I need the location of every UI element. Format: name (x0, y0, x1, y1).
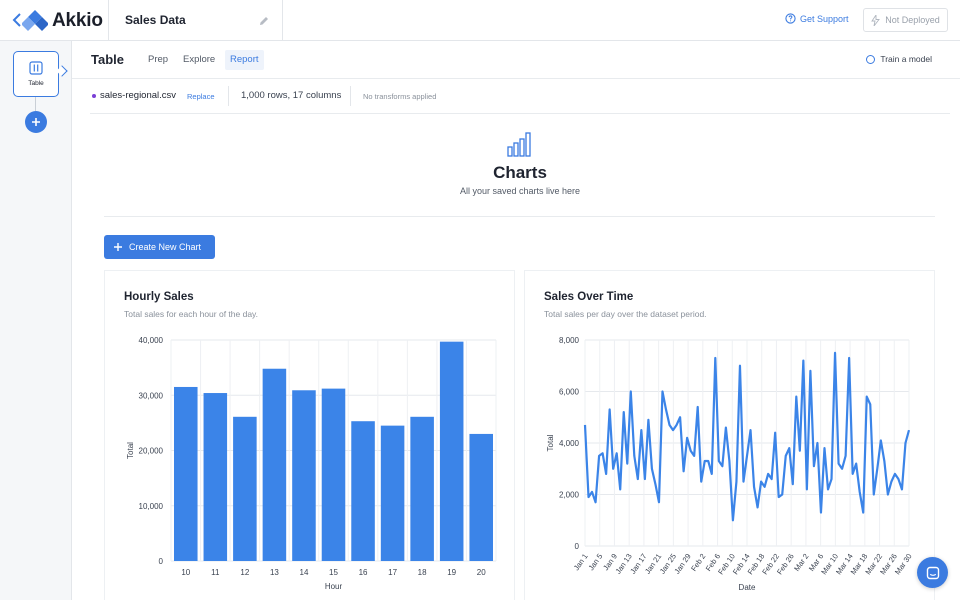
y-tick-label: 2,000 (559, 491, 580, 500)
divider (108, 0, 109, 41)
bar (410, 416, 434, 561)
y-axis-label: Total (546, 434, 555, 451)
back-chevron-icon[interactable] (12, 12, 22, 28)
top-bar: Akkio Sales Data Get Support Not Deploye… (0, 0, 960, 41)
bar (380, 425, 405, 561)
project-title[interactable]: Sales Data (125, 13, 186, 27)
x-tick-label: 18 (418, 568, 427, 577)
dataset-row-count: 1,000 rows, 17 columns (241, 90, 342, 101)
chart-subtitle: Total sales per day over the dataset per… (544, 309, 707, 319)
bar (351, 421, 375, 561)
plus-icon (32, 118, 40, 126)
charts-subheading: All your saved charts live here (459, 186, 581, 196)
y-tick-label: 30,000 (139, 391, 164, 400)
app-logo[interactable]: Akkio (22, 9, 103, 33)
chat-support-button[interactable] (917, 557, 948, 588)
hourly-sales-chart: 0 10,000 20,000 30,000 40,000 10 11 12 13 14 15 16 1… (126, 336, 497, 591)
hourly-sales-card[interactable]: Hourly Sales Total sales for each hour o… (104, 270, 515, 600)
y-tick-label: 40,000 (139, 336, 164, 345)
x-tick-label: 13 (270, 568, 279, 577)
x-tick-label: 11 (211, 568, 220, 577)
create-new-chart-button[interactable]: Create New Chart (104, 235, 215, 259)
train-model-label: Train a model (880, 54, 932, 64)
table-icon (29, 61, 43, 75)
dataset-info-bar: sales-regional.csv Replace 1,000 rows, 1… (90, 79, 950, 114)
divider (104, 216, 935, 217)
train-model-button[interactable]: Train a model (866, 54, 932, 64)
create-new-chart-label: Create New Chart (129, 242, 202, 252)
x-axis-label: Date (739, 583, 756, 592)
chart-subtitle: Total sales for each hour of the day. (124, 309, 259, 319)
bar (233, 416, 257, 561)
x-tick-label: 20 (477, 568, 486, 577)
tab-explore[interactable]: Explore (183, 54, 216, 65)
left-rail: Table (0, 41, 72, 600)
y-tick-label: 6,000 (559, 388, 580, 397)
series-line (583, 351, 911, 522)
x-tick-label: 10 (181, 568, 190, 577)
plus-icon (114, 243, 122, 251)
charts-heading: Charts (493, 163, 547, 182)
table-step-card[interactable]: Table (13, 51, 59, 97)
pencil-icon[interactable] (258, 14, 270, 26)
replace-dataset-link[interactable]: Replace (187, 92, 215, 101)
bar (262, 368, 287, 561)
bar (469, 433, 493, 561)
bar-chart-icon (507, 132, 531, 157)
add-step-button[interactable] (25, 111, 47, 133)
dataset-name: sales-regional.csv (100, 90, 177, 101)
circle-icon (866, 54, 876, 64)
tab-prep[interactable]: Prep (148, 54, 169, 65)
app-name: Akkio (52, 10, 103, 31)
bar (439, 341, 464, 561)
y-tick-label: 0 (159, 557, 164, 566)
chart-title: Sales Over Time (544, 291, 634, 303)
x-tick-label: 19 (447, 568, 456, 577)
x-tick-label: Feb 2 (689, 552, 707, 573)
bar (321, 388, 346, 561)
y-axis-label: Total (126, 442, 135, 459)
help-circle-icon (785, 13, 796, 24)
x-tick-label: 15 (329, 568, 338, 577)
x-tick-label: 12 (240, 568, 249, 577)
chat-icon (926, 566, 939, 579)
x-tick-label: Mar 2 (792, 552, 810, 573)
akkio-logo-icon (22, 10, 48, 31)
y-tick-label: 10,000 (139, 502, 164, 511)
y-tick-label: 4,000 (559, 439, 580, 448)
get-support-link[interactable]: Get Support (785, 13, 849, 24)
divider (350, 86, 351, 106)
x-tick-label: Jan 1 (572, 552, 590, 572)
get-support-label: Get Support (800, 13, 849, 24)
section-title: Table (91, 52, 124, 67)
x-tick-label: 17 (388, 568, 397, 577)
bar (292, 390, 316, 561)
tab-report[interactable]: Report (225, 50, 264, 70)
transform-status: No transforms applied (363, 92, 437, 101)
bar (203, 393, 228, 561)
deploy-status-button[interactable]: Not Deployed (863, 8, 948, 32)
rail-connector (35, 97, 36, 111)
chart-title: Hourly Sales (124, 291, 194, 303)
deploy-status-label: Not Deployed (885, 15, 940, 25)
divider (228, 86, 229, 106)
x-tick-label: Jan 5 (586, 552, 604, 572)
lightning-icon (871, 14, 881, 26)
x-axis-label: Hour (325, 582, 343, 591)
divider (282, 0, 283, 41)
table-header: Table Prep Explore Report Train a model (72, 41, 960, 79)
y-tick-label: 8,000 (559, 336, 580, 345)
table-step-label: Table (28, 80, 44, 87)
y-tick-label: 20,000 (139, 447, 164, 456)
x-tick-label: 14 (300, 568, 309, 577)
x-tick-label: 16 (359, 568, 368, 577)
sales-over-time-card[interactable]: Sales Over Time Total sales per day over… (524, 270, 935, 600)
bar (174, 386, 198, 561)
y-tick-label: 0 (575, 542, 580, 551)
dataset-status-dot (92, 94, 96, 98)
